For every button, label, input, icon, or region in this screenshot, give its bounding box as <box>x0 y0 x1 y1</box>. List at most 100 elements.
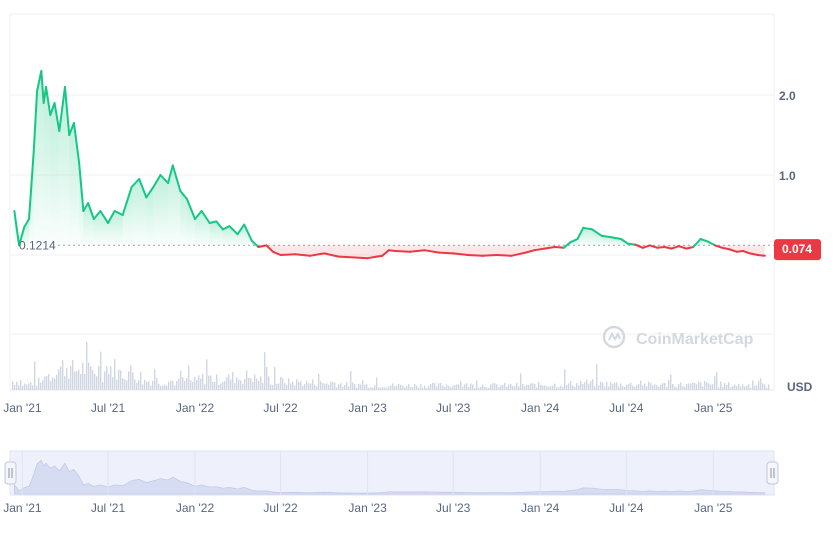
volume-bar <box>108 373 110 390</box>
x-tick-label: Jul '22 <box>263 401 298 415</box>
volume-bar <box>400 384 402 390</box>
line-segment <box>495 254 513 257</box>
volume-bar <box>552 385 554 390</box>
area-segment <box>216 221 223 246</box>
y-tick-label: 1.0 <box>779 169 796 183</box>
navigator-right-handle[interactable] <box>766 461 779 485</box>
volume-bar <box>478 387 480 390</box>
volume-bar <box>702 386 704 390</box>
volume-bar <box>322 383 324 390</box>
volume-bar <box>648 381 650 390</box>
volume-bar <box>176 380 178 390</box>
x-tick-label: Jan '25 <box>694 401 733 415</box>
area-segment <box>107 211 115 246</box>
volume-bar <box>628 384 630 390</box>
volume-bar <box>516 383 518 390</box>
currency-label: USD <box>787 380 813 394</box>
area-segment <box>237 224 245 246</box>
volume-bar <box>720 381 722 390</box>
volume-bar <box>110 366 112 390</box>
volume-bar <box>152 380 154 390</box>
volume-bar <box>362 380 364 390</box>
navigator-left-handle[interactable] <box>4 461 17 485</box>
volume-bar <box>730 387 732 390</box>
volume-bar <box>402 385 404 390</box>
area-segment <box>33 91 38 246</box>
volume-bar <box>98 366 100 390</box>
volume-bar <box>690 383 692 390</box>
volume-bar <box>632 385 634 390</box>
area-segment <box>367 245 377 259</box>
line-segment <box>591 228 603 237</box>
line-segment <box>72 122 81 164</box>
line-segment <box>250 239 260 248</box>
line-segment <box>481 254 498 257</box>
line-segment <box>121 186 133 216</box>
volume-bar <box>558 387 560 390</box>
line-segment <box>58 86 66 132</box>
volume-bar <box>528 384 530 390</box>
area-segment <box>376 245 383 257</box>
volume-bar <box>16 381 18 390</box>
area-segment <box>37 71 42 246</box>
line-segment <box>106 210 116 224</box>
volume-bar <box>602 382 604 390</box>
volume-bar <box>420 384 422 390</box>
x-tick-label: Jan '24 <box>521 401 560 415</box>
volume-bar <box>128 371 130 390</box>
area-segment <box>757 245 765 256</box>
volume-bar <box>670 374 672 390</box>
volume-bar <box>570 381 572 390</box>
line-segment <box>308 252 326 257</box>
line-segment <box>735 250 745 253</box>
volume-bar <box>76 371 78 390</box>
volume-bar <box>546 386 548 390</box>
volume-bar <box>644 383 646 390</box>
volume-bar <box>452 385 454 390</box>
volume-bar <box>122 378 124 390</box>
line-segment <box>323 252 340 258</box>
volume-bar <box>114 359 116 390</box>
volume-bar <box>234 383 236 390</box>
area-segment <box>438 245 454 254</box>
volume-bar <box>338 384 340 390</box>
volume-bar <box>686 384 688 390</box>
volume-bar <box>144 379 146 390</box>
navigator-x-tick-label: Jan '21 <box>3 501 42 515</box>
volume-bar <box>162 385 164 390</box>
volume-bar <box>746 385 748 390</box>
volume-bar <box>80 374 82 390</box>
volume-bar <box>586 379 588 390</box>
line-segment <box>533 247 546 252</box>
volume-bar <box>272 385 274 390</box>
line-segment <box>576 226 585 240</box>
volume-bar <box>406 385 408 390</box>
volume-bar <box>312 379 314 390</box>
volume-bar <box>734 384 736 390</box>
line-segment <box>53 102 61 132</box>
volume-bar <box>62 360 64 390</box>
volume-bar <box>100 351 102 390</box>
volume-bar <box>508 384 510 390</box>
volume-bar <box>738 383 740 390</box>
volume-bar <box>244 378 246 390</box>
volume-bar <box>404 387 406 390</box>
volume-bar <box>762 383 764 390</box>
line-segment <box>49 102 56 116</box>
volume-bar <box>214 381 216 390</box>
volume-bar <box>194 376 196 390</box>
volume-bar <box>398 383 400 390</box>
area-segment <box>736 245 744 252</box>
volume-bar <box>564 369 566 390</box>
volume-bar <box>640 380 642 390</box>
line-segment <box>221 225 231 231</box>
volume-bar <box>254 374 256 390</box>
range-navigator[interactable] <box>4 450 779 496</box>
watermark-text: CoinMarketCap <box>636 331 754 348</box>
volume-bar <box>190 380 192 390</box>
volume-bar <box>394 386 396 390</box>
volume-bar <box>522 383 524 390</box>
volume-bar <box>158 383 160 390</box>
line-segment <box>685 246 695 250</box>
